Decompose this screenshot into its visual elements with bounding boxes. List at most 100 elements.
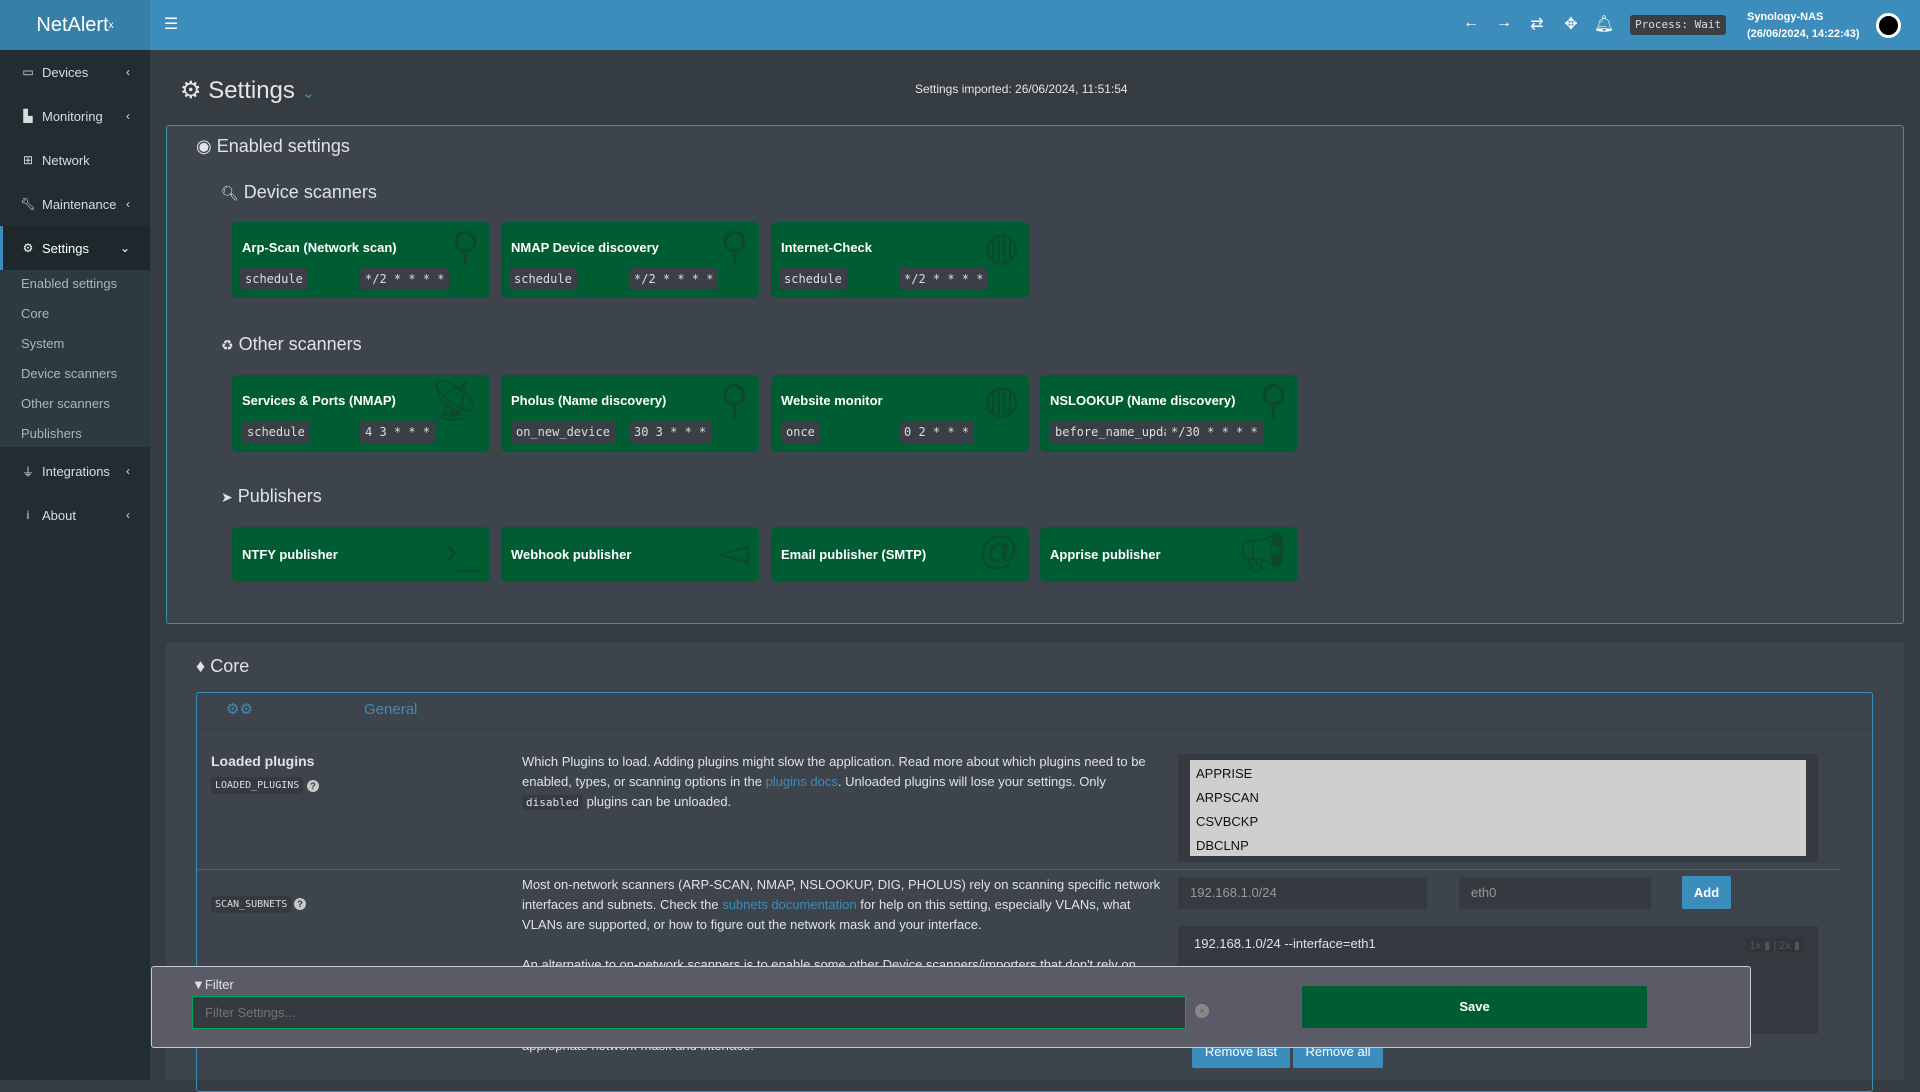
refresh-icon[interactable]: ⇄: [1530, 16, 1544, 33]
gears-icon: ⚙⚙: [226, 701, 253, 718]
help-icon[interactable]: ?: [294, 898, 306, 910]
run-mode: once: [781, 421, 820, 443]
card-title: Apprise publisher: [1050, 547, 1161, 562]
run-mode: schedule: [242, 421, 310, 443]
option-item[interactable]: DBCLNP: [1196, 838, 1249, 853]
card-title: NTFY publisher: [242, 547, 338, 562]
info-icon: i: [26, 508, 30, 522]
row-size-toggle[interactable]: 1x ▮ | 2x ▮: [1745, 938, 1804, 953]
satellite-dish-icon: 📡︎: [429, 379, 480, 423]
plugin-card-website-monitor[interactable]: ◍ Website monitor once 0 2 * * *: [771, 375, 1029, 452]
search-icon: ⚲: [719, 225, 749, 269]
desc-text: for help on this setting, especially VLA…: [522, 897, 1131, 932]
heading-text: Other scanners: [238, 334, 362, 354]
collapse-all-icon[interactable]: ⌄: [301, 85, 315, 102]
process-status: Process: Wait: [1630, 15, 1727, 35]
plug-icon: ⏚: [21, 464, 34, 479]
plugin-card-nmap-discovery[interactable]: ⚲ NMAP Device discovery schedule */2 * * * …: [501, 222, 759, 298]
run-schedule: 0 2 * * *: [899, 421, 975, 443]
card-title: Internet-Check: [781, 240, 873, 255]
setting-label: Loaded plugins: [211, 753, 315, 769]
add-subnet-button[interactable]: Add: [1682, 876, 1731, 909]
submenu-enabled-settings[interactable]: Enabled settings: [21, 276, 118, 291]
submenu-other-scanners[interactable]: Other scanners: [21, 396, 110, 411]
sidebar-item-maintenance[interactable]: 🔧︎ Maintenance ‹: [0, 182, 150, 226]
gear-icon: ⚙: [180, 77, 202, 104]
plugin-card-pholus[interactable]: ⚲ Pholus (Name discovery) on_new_device 30 …: [501, 375, 759, 452]
toggle-icon: ◉: [196, 136, 212, 156]
label: About: [42, 507, 76, 523]
card-title: NSLOOKUP (Name discovery): [1050, 393, 1236, 408]
sidebar-item-network[interactable]: ⊞ Network: [0, 138, 150, 182]
tab-general[interactable]: General: [364, 701, 418, 718]
move-icon[interactable]: ✥: [1564, 16, 1578, 33]
submenu-core[interactable]: Core: [21, 306, 50, 321]
label: Devices: [42, 64, 89, 80]
plugin-card-apprise[interactable]: 📢︎ Apprise publisher: [1040, 527, 1298, 582]
submenu-publishers[interactable]: Publishers: [21, 426, 82, 441]
subnets-docs-link[interactable]: subnets documentation: [722, 897, 857, 912]
plugin-card-arpscan[interactable]: ⚲ Arp-Scan (Network scan) schedule */2 * * …: [232, 222, 490, 298]
size-1x[interactable]: 1x: [1749, 940, 1762, 952]
bullhorn-icon: 📢︎: [1237, 531, 1288, 575]
run-mode: schedule: [240, 268, 308, 290]
run-mode: schedule: [779, 268, 847, 290]
loaded-plugins-select[interactable]: APPRISE ARPSCAN CSVBCKP DBCLNP: [1178, 754, 1818, 862]
plugin-card-nslookup[interactable]: ⚲ NSLOOKUP (Name discovery) before_name_up…: [1040, 375, 1298, 452]
card-title: Webhook publisher: [511, 547, 632, 562]
submenu-device-scanners[interactable]: Device scanners: [21, 366, 118, 381]
other-scanners-heading: ♻ Other scanners: [221, 334, 362, 355]
run-schedule: 4 3 * * *: [360, 421, 436, 443]
setting-key: LOADED_PLUGINS: [211, 777, 304, 794]
option-item[interactable]: ARPSCAN: [1196, 790, 1259, 805]
run-mode: before_name_updates: [1050, 421, 1168, 443]
arrow-right-icon[interactable]: →: [1496, 14, 1512, 31]
clear-filter-icon[interactable]: ×: [1195, 1004, 1209, 1018]
sidebar-item-integrations[interactable]: ⏚ Integrations ‹: [0, 449, 150, 493]
help-icon[interactable]: ?: [307, 780, 319, 792]
option-item[interactable]: APPRISE: [1196, 766, 1253, 781]
publishers-heading: ➤ Publishers: [221, 486, 322, 507]
bell-icon[interactable]: 🔔︎: [1593, 16, 1615, 33]
filter-label: ▼Filter: [192, 977, 234, 992]
plugin-card-webhook[interactable]: ◅ Webhook publisher: [501, 527, 759, 582]
menu-icon[interactable]: ☰: [163, 16, 179, 33]
desc-text: Most on-network scanners (ARP-SCAN, NMAP…: [522, 877, 1161, 912]
avatar[interactable]: [1876, 13, 1901, 38]
filter-input[interactable]: [192, 996, 1186, 1029]
laptop-icon: ▭: [22, 65, 34, 79]
interface-input[interactable]: eth0: [1459, 877, 1651, 909]
plugins-docs-link[interactable]: plugins docs: [765, 774, 838, 789]
option-item[interactable]: CSVBCKP: [1196, 814, 1259, 829]
host-name: Synology-NAS: [1747, 11, 1824, 23]
search-icon: ⚲: [450, 225, 480, 269]
plugin-card-internet-check[interactable]: ◍ Internet-Check schedule */2 * * * *: [771, 222, 1029, 298]
plugin-card-nmap-services[interactable]: 📡︎ Services & Ports (NMAP) schedule 4 3 * *…: [232, 375, 490, 452]
settings-submenu: Enabled settings Core System Device scan…: [0, 270, 150, 447]
sidebar-item-settings[interactable]: ⚙ Settings ⌄: [0, 226, 150, 270]
save-button[interactable]: Save: [1302, 986, 1647, 1028]
submenu-system[interactable]: System: [21, 336, 65, 351]
subnet-input[interactable]: 192.168.1.0/24: [1178, 877, 1427, 909]
arrow-left-icon[interactable]: ←: [1463, 14, 1479, 31]
sidebar-item-devices[interactable]: ▭ Devices ‹: [0, 50, 150, 94]
chevron-down-icon: ⌄: [119, 241, 130, 255]
app-logo[interactable]: NetAlert x: [0, 0, 150, 50]
card-title: Email publisher (SMTP): [781, 547, 927, 562]
filter-icon: ▼: [192, 977, 205, 992]
size-2x[interactable]: 2x: [1779, 940, 1791, 952]
subnet-entry[interactable]: 192.168.1.0/24 --interface=eth1: [1194, 936, 1376, 951]
core-heading: ♦ Core: [196, 656, 249, 677]
gem-icon: ♦: [196, 656, 206, 676]
plugin-card-smtp[interactable]: @ Email publisher (SMTP): [771, 527, 1029, 582]
send-icon: ◅: [718, 530, 749, 574]
device-scanners-heading: 🔍︎ Device scanners: [221, 182, 377, 203]
sidebar-item-monitoring[interactable]: ▙ Monitoring ‹: [0, 94, 150, 138]
settings-imported: Settings imported: 26/06/2024, 11:51:54: [915, 82, 1128, 96]
search-icon: ⚲: [719, 378, 749, 422]
run-schedule: 30 3 * * *: [629, 421, 712, 443]
loaded-plugins-description: Which Plugins to load. Adding plugins mi…: [522, 752, 1162, 813]
gear-icon: ⚙: [22, 241, 34, 255]
sidebar-item-about[interactable]: i About ‹: [0, 493, 150, 537]
plugin-card-ntfy[interactable]: ›_ NTFY publisher: [232, 527, 490, 582]
